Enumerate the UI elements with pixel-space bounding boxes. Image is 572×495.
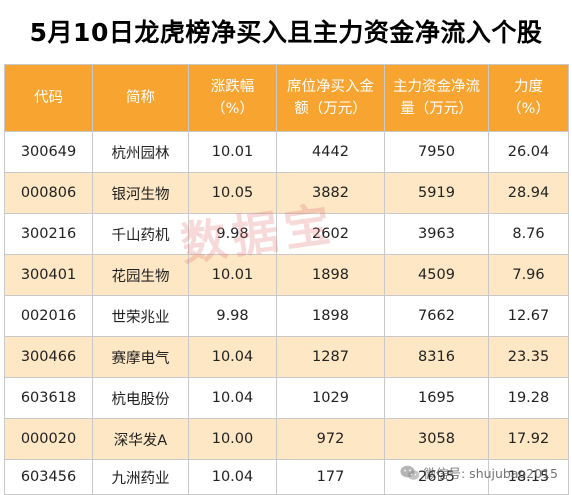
cell-strength: 19.28 (488, 377, 569, 419)
cell-strength: 12.67 (488, 295, 569, 337)
cell-code: 603618 (4, 377, 93, 419)
cell-change: 9.98 (188, 295, 277, 337)
header-change-line1: 涨跌幅 (210, 79, 255, 95)
cell-flow: 8316 (384, 336, 489, 378)
stock-table: 代码 简称 涨跌幅 （%） 席位净买入金 额（万元） 主力资金净流 量（万元） 力度 （… (4, 64, 569, 495)
cell-strength: 23.35 (488, 336, 569, 378)
header-seat-line2: 额（万元） (294, 101, 367, 117)
cell-code: 000806 (4, 172, 93, 214)
cell-code: 002016 (4, 295, 93, 337)
cell-change: 10.04 (188, 459, 277, 495)
cell-change: 10.01 (188, 131, 277, 173)
cell-seat: 1287 (276, 336, 385, 378)
cell-code: 300649 (4, 131, 93, 173)
table-row: 300466 赛摩电气 10.04 1287 8316 23.35 (4, 336, 569, 378)
cell-seat: 1898 (276, 254, 385, 296)
cell-seat: 2602 (276, 213, 385, 255)
cell-seat: 972 (276, 418, 385, 460)
cell-flow: 3058 (384, 418, 489, 460)
cell-name: 深华发A (92, 418, 189, 460)
cell-name: 杭电股份 (92, 377, 189, 419)
cell-name: 千山药机 (92, 213, 189, 255)
header-seat: 席位净买入金 额（万元） (276, 64, 385, 132)
table-row: 002016 世荣兆业 9.98 1898 7662 12.67 (4, 295, 569, 337)
table-row: 603618 杭电股份 10.04 1029 1695 19.28 (4, 377, 569, 419)
cell-name: 赛摩电气 (92, 336, 189, 378)
table-row: 300649 杭州园林 10.01 4442 7950 26.04 (4, 131, 569, 173)
table-header-row: 代码 简称 涨跌幅 （%） 席位净买入金 额（万元） 主力资金净流 量（万元） 力度 （… (4, 64, 569, 132)
table-row: 000806 银河生物 10.05 3882 5919 28.94 (4, 172, 569, 214)
table-row: 300216 千山药机 9.98 2602 3963 8.76 (4, 213, 569, 255)
cell-name: 世荣兆业 (92, 295, 189, 337)
header-flow-line1: 主力资金净流 (393, 79, 480, 95)
table-row: 000020 深华发A 10.00 972 3058 17.92 (4, 418, 569, 460)
cell-strength: 7.96 (488, 254, 569, 296)
cell-seat: 4442 (276, 131, 385, 173)
cell-seat: 1029 (276, 377, 385, 419)
cell-flow: 7950 (384, 131, 489, 173)
cell-flow: 3963 (384, 213, 489, 255)
cell-seat: 177 (276, 459, 385, 495)
cell-change: 10.01 (188, 254, 277, 296)
header-change: 涨跌幅 （%） (188, 64, 277, 132)
header-strength-line2: （%） (507, 101, 550, 117)
cell-strength: 8.76 (488, 213, 569, 255)
table-row: 300401 花园生物 10.01 1898 4509 7.96 (4, 254, 569, 296)
header-code: 代码 (4, 64, 93, 132)
cell-strength: 26.04 (488, 131, 569, 173)
cell-flow: 2695 (384, 459, 489, 495)
cell-flow: 4509 (384, 254, 489, 296)
wechat-label: 微信号: shujubao2015 (423, 466, 559, 481)
cell-change: 10.04 (188, 336, 277, 378)
cell-strength: 28.94 (488, 172, 569, 214)
cell-strength: 17.92 (488, 418, 569, 460)
header-strength: 力度 （%） (488, 64, 569, 132)
cell-flow: 7662 (384, 295, 489, 337)
cell-code: 300401 (4, 254, 93, 296)
header-change-line2: （%） (211, 101, 254, 117)
cell-seat: 3882 (276, 172, 385, 214)
cell-name: 九洲药业 (92, 459, 189, 495)
cell-code: 300466 (4, 336, 93, 378)
table-row: 603456 九洲药业 10.04 177 2695 18.15 (4, 459, 569, 495)
header-seat-line1: 席位净买入金 (287, 79, 374, 95)
wechat-badge: 微信号: shujubao2015 (400, 463, 559, 482)
cell-seat: 1898 (276, 295, 385, 337)
cell-strength: 18.15 (488, 459, 569, 495)
cell-name: 花园生物 (92, 254, 189, 296)
header-flow-line2: 量（万元） (400, 101, 473, 117)
cell-code: 000020 (4, 418, 93, 460)
wechat-icon (400, 465, 420, 481)
header-name: 简称 (92, 64, 189, 132)
cell-change: 9.98 (188, 213, 277, 255)
cell-change: 10.05 (188, 172, 277, 214)
cell-flow: 1695 (384, 377, 489, 419)
cell-code: 300216 (4, 213, 93, 255)
cell-change: 10.00 (188, 418, 277, 460)
page-title: 5月10日龙虎榜净买入且主力资金净流入个股 (29, 18, 543, 47)
header-strength-line1: 力度 (514, 79, 543, 95)
cell-name: 银河生物 (92, 172, 189, 214)
cell-change: 10.04 (188, 377, 277, 419)
header-flow: 主力资金净流 量（万元） (384, 64, 489, 132)
cell-code: 603456 (4, 459, 93, 495)
cell-flow: 5919 (384, 172, 489, 214)
cell-name: 杭州园林 (92, 131, 189, 173)
